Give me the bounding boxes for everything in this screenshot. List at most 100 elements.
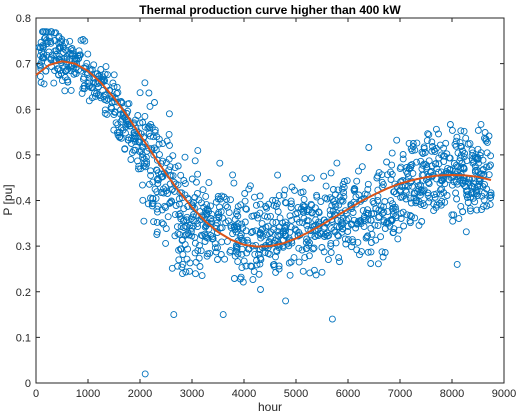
scatter-point (114, 89, 122, 97)
scatter-point (273, 200, 281, 208)
scatter-point (360, 213, 368, 221)
scatter-point (435, 130, 442, 138)
scatter-point (135, 165, 142, 173)
scatter-point (409, 140, 417, 147)
scatter-point (364, 216, 372, 224)
scatter-point (424, 189, 432, 197)
scatter-point (170, 311, 178, 319)
scatter-point (154, 180, 162, 187)
scatter-point (329, 186, 337, 193)
scatter-point (241, 218, 249, 226)
scatter-point (338, 185, 346, 193)
scatter-point (280, 191, 288, 199)
scatter-point (381, 198, 389, 205)
scatter-point (116, 133, 123, 141)
scatter-point (467, 193, 475, 201)
scatter-point (153, 218, 161, 226)
scatter-point (452, 142, 460, 150)
scatter-point (144, 124, 152, 132)
scatter-point (444, 164, 452, 172)
scatter-point (269, 196, 276, 204)
scatter-point (472, 188, 480, 196)
scatter-point (483, 185, 491, 193)
scatter-point (468, 189, 476, 197)
scatter-point (233, 243, 241, 251)
scatter-point (432, 125, 440, 133)
scatter-point (313, 191, 321, 199)
scatter-point (320, 248, 328, 256)
scatter-point (147, 132, 154, 140)
scatter-point (394, 235, 402, 243)
scatter-point (332, 239, 340, 247)
scatter-point (475, 178, 483, 185)
scatter-point (165, 130, 173, 138)
scatter-point (428, 147, 436, 155)
scatter-point (339, 197, 347, 205)
scatter-point (157, 170, 165, 178)
scatter-point (207, 215, 215, 222)
scatter-point (317, 198, 325, 206)
scatter-point (438, 185, 446, 193)
scatter-point (272, 219, 280, 226)
scatter-point (111, 94, 119, 102)
scatter-point (164, 213, 172, 221)
scatter-point (241, 197, 249, 205)
scatter-point (261, 212, 269, 220)
scatter-point (438, 151, 445, 159)
scatter-point (237, 201, 245, 209)
scatter-point (124, 100, 132, 108)
scatter-point (40, 50, 47, 58)
scatter-point (345, 215, 352, 223)
scatter-point (276, 223, 283, 231)
scatter-point (397, 215, 405, 222)
scatter-point (103, 110, 111, 118)
scatter-point (318, 268, 326, 276)
scatter-point (229, 230, 237, 238)
scatter-point (453, 161, 460, 169)
scatter-point (290, 254, 298, 262)
scatter-point (452, 178, 460, 186)
scatter-point (156, 151, 163, 159)
scatter-point (149, 133, 157, 141)
scatter-point (408, 147, 416, 155)
scatter-point (272, 196, 279, 204)
scatter-point (445, 175, 453, 183)
scatter-point (297, 189, 305, 196)
scatter-point (487, 191, 495, 199)
scatter-point (320, 172, 328, 180)
scatter-point (303, 208, 311, 215)
scatter-point (267, 235, 275, 243)
scatter-point (193, 189, 201, 197)
scatter-point (80, 82, 88, 90)
scatter-point (240, 257, 248, 265)
scatter-point (154, 169, 162, 177)
chart-title: Thermal production curve higher than 400… (139, 3, 401, 17)
scatter-point (131, 116, 139, 124)
scatter-point (181, 153, 189, 161)
scatter-point (466, 205, 474, 213)
scatter-point (237, 231, 245, 239)
scatter-point (216, 159, 224, 167)
scatter-point (281, 186, 289, 194)
scatter-point (141, 370, 149, 378)
scatter-point (214, 256, 221, 263)
scatter-point (343, 177, 351, 185)
y-tick-label: 0 (25, 378, 31, 390)
scatter-point (249, 228, 257, 235)
scatter-point (462, 177, 469, 185)
scatter-point (460, 127, 468, 135)
scatter-point (411, 146, 419, 154)
scatter-point (419, 161, 427, 169)
scatter-point (100, 76, 108, 84)
scatter-point (211, 240, 219, 248)
scatter-point (55, 52, 63, 60)
scatter-point (459, 208, 467, 216)
scatter-point (255, 270, 263, 278)
scatter-point (300, 195, 308, 203)
scatter-point (257, 226, 265, 234)
scatter-point (64, 78, 72, 86)
scatter-point (194, 170, 202, 178)
scatter-point (178, 236, 186, 244)
scatter-point (403, 211, 411, 219)
scatter-point (365, 144, 373, 151)
